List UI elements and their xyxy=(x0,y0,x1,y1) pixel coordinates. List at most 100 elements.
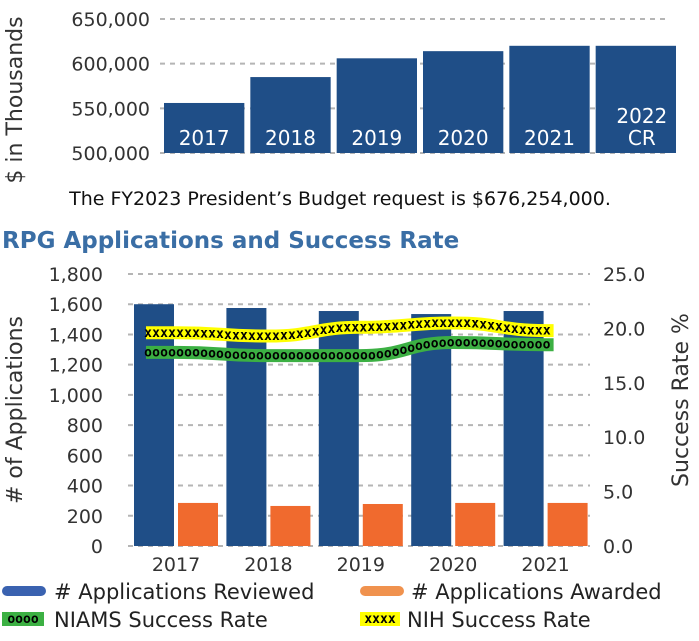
line-marker: o xyxy=(384,347,392,362)
line-marker: x xyxy=(423,317,431,332)
line-marker: o xyxy=(519,337,527,352)
legend-label-reviewed: # Applications Reviewed xyxy=(54,580,314,604)
applications-x-tick-label: 2021 xyxy=(521,554,569,576)
line-marker: o xyxy=(336,349,344,364)
legend-marker-niams: oooo xyxy=(7,612,38,627)
applications-right-y-tick-label: 25.0 xyxy=(603,264,645,286)
bar-applications-awarded xyxy=(455,502,496,546)
line-marker: o xyxy=(352,349,360,364)
legend-marker-nih: xxxx xyxy=(364,612,395,627)
budget-y-tick-label: 500,000 xyxy=(71,143,150,165)
line-marker: o xyxy=(503,337,511,352)
line-marker: x xyxy=(256,329,264,344)
line-marker: o xyxy=(344,349,352,364)
applications-left-y-tick-label: 1,600 xyxy=(49,294,103,316)
line-marker: x xyxy=(399,318,407,333)
line-marker: x xyxy=(383,320,391,335)
line-marker: x xyxy=(208,327,216,342)
budget-bar xyxy=(336,58,417,153)
budget-bar-label: 2021 xyxy=(524,126,575,150)
line-marker: o xyxy=(192,346,200,361)
applications-left-y-tick-label: 800 xyxy=(67,415,103,437)
line-marker: x xyxy=(216,327,224,342)
legend-label-awarded: # Applications Awarded xyxy=(411,580,662,604)
line-marker: x xyxy=(240,329,248,344)
budget-bar-label: 2017 xyxy=(179,126,230,150)
line-marker: x xyxy=(184,326,192,341)
line-marker: x xyxy=(447,316,455,331)
applications-left-y-tick-label: 400 xyxy=(67,476,103,498)
line-marker: o xyxy=(200,346,208,361)
line-marker: o xyxy=(495,337,503,352)
budget-bar xyxy=(423,51,504,153)
line-marker: x xyxy=(176,326,184,341)
line-marker: x xyxy=(144,326,152,341)
applications-right-y-ticks: 0.0 5.0 10.0 15.0 20.0 25.0 xyxy=(603,264,645,558)
line-marker: o xyxy=(232,348,240,363)
line-marker: x xyxy=(327,322,335,337)
legend-label-nih: NIH Success Rate xyxy=(407,608,591,632)
budget-bar-label: 2020 xyxy=(438,126,489,150)
line-marker: o xyxy=(399,343,407,358)
line-marker: x xyxy=(351,320,359,335)
line-marker: o xyxy=(208,346,216,361)
line-marker: o xyxy=(511,337,519,352)
applications-right-y-tick-label: 10.0 xyxy=(603,427,645,449)
line-marker: x xyxy=(152,326,160,341)
legend-swatch-niams xyxy=(2,612,44,626)
bar-applications-reviewed xyxy=(318,311,359,546)
bar-applications-reviewed xyxy=(134,304,174,546)
budget-bar xyxy=(250,77,331,153)
line-marker: x xyxy=(463,316,471,331)
line-marker: o xyxy=(543,338,551,353)
budget-y-tick-label: 600,000 xyxy=(71,54,150,76)
applications-combo-chart: 0 200 400 600 800 1,000 1,200 1,400 1,600 1,800 0… xyxy=(3,264,694,576)
line-marker: x xyxy=(312,324,320,339)
line-marker: x xyxy=(320,323,328,338)
applications-bars xyxy=(134,304,588,546)
line-marker: x xyxy=(272,329,280,344)
bar-applications-awarded xyxy=(178,502,218,546)
applications-left-y-tick-label: 1,400 xyxy=(49,324,103,346)
applications-right-y-tick-label: 0.0 xyxy=(603,536,633,558)
budget-y-tick-label: 550,000 xyxy=(71,98,150,120)
applications-chart-title: RPG Applications and Success Rate xyxy=(2,228,459,254)
line-marker: o xyxy=(407,341,415,356)
line-marker: o xyxy=(224,347,232,362)
line-marker: o xyxy=(280,349,288,364)
line-marker: x xyxy=(439,316,447,331)
applications-left-y-tick-label: 1,800 xyxy=(49,264,103,286)
bar-applications-reviewed xyxy=(226,308,267,546)
line-marker: x xyxy=(304,326,312,341)
line-niams-success-rate xyxy=(146,336,554,363)
line-marker: x xyxy=(280,329,288,344)
applications-left-y-ticks: 0 200 400 600 800 1,000 1,200 1,400 1,600 1,800 xyxy=(49,264,103,558)
budget-bar-label: 2018 xyxy=(265,126,316,150)
line-marker: x xyxy=(264,329,272,344)
line-marker: x xyxy=(527,323,535,338)
budget-bar-label: CR xyxy=(628,126,656,150)
line-marker: o xyxy=(423,337,431,352)
applications-right-y-tick-label: 20.0 xyxy=(603,318,645,340)
line-marker: o xyxy=(320,349,328,364)
line-marker: o xyxy=(168,345,176,360)
line-marker: x xyxy=(407,318,415,333)
applications-x-ticks: 2017 2018 2019 2020 2021 xyxy=(152,554,570,576)
line-marker: o xyxy=(487,336,495,351)
line-marker: o xyxy=(527,338,535,353)
budget-bar xyxy=(595,45,676,153)
budget-bar xyxy=(164,102,245,153)
applications-left-y-tick-label: 200 xyxy=(67,506,103,528)
line-marker: x xyxy=(248,329,256,344)
bar-applications-awarded xyxy=(270,505,311,546)
line-marker: o xyxy=(160,345,168,360)
applications-right-y-tick-label: 15.0 xyxy=(603,373,645,395)
line-marker: o xyxy=(455,336,463,351)
line-marker: x xyxy=(359,320,367,335)
legend-swatch-reviewed xyxy=(2,586,46,596)
line-marker: x xyxy=(168,326,176,341)
applications-x-tick-label: 2018 xyxy=(244,554,292,576)
